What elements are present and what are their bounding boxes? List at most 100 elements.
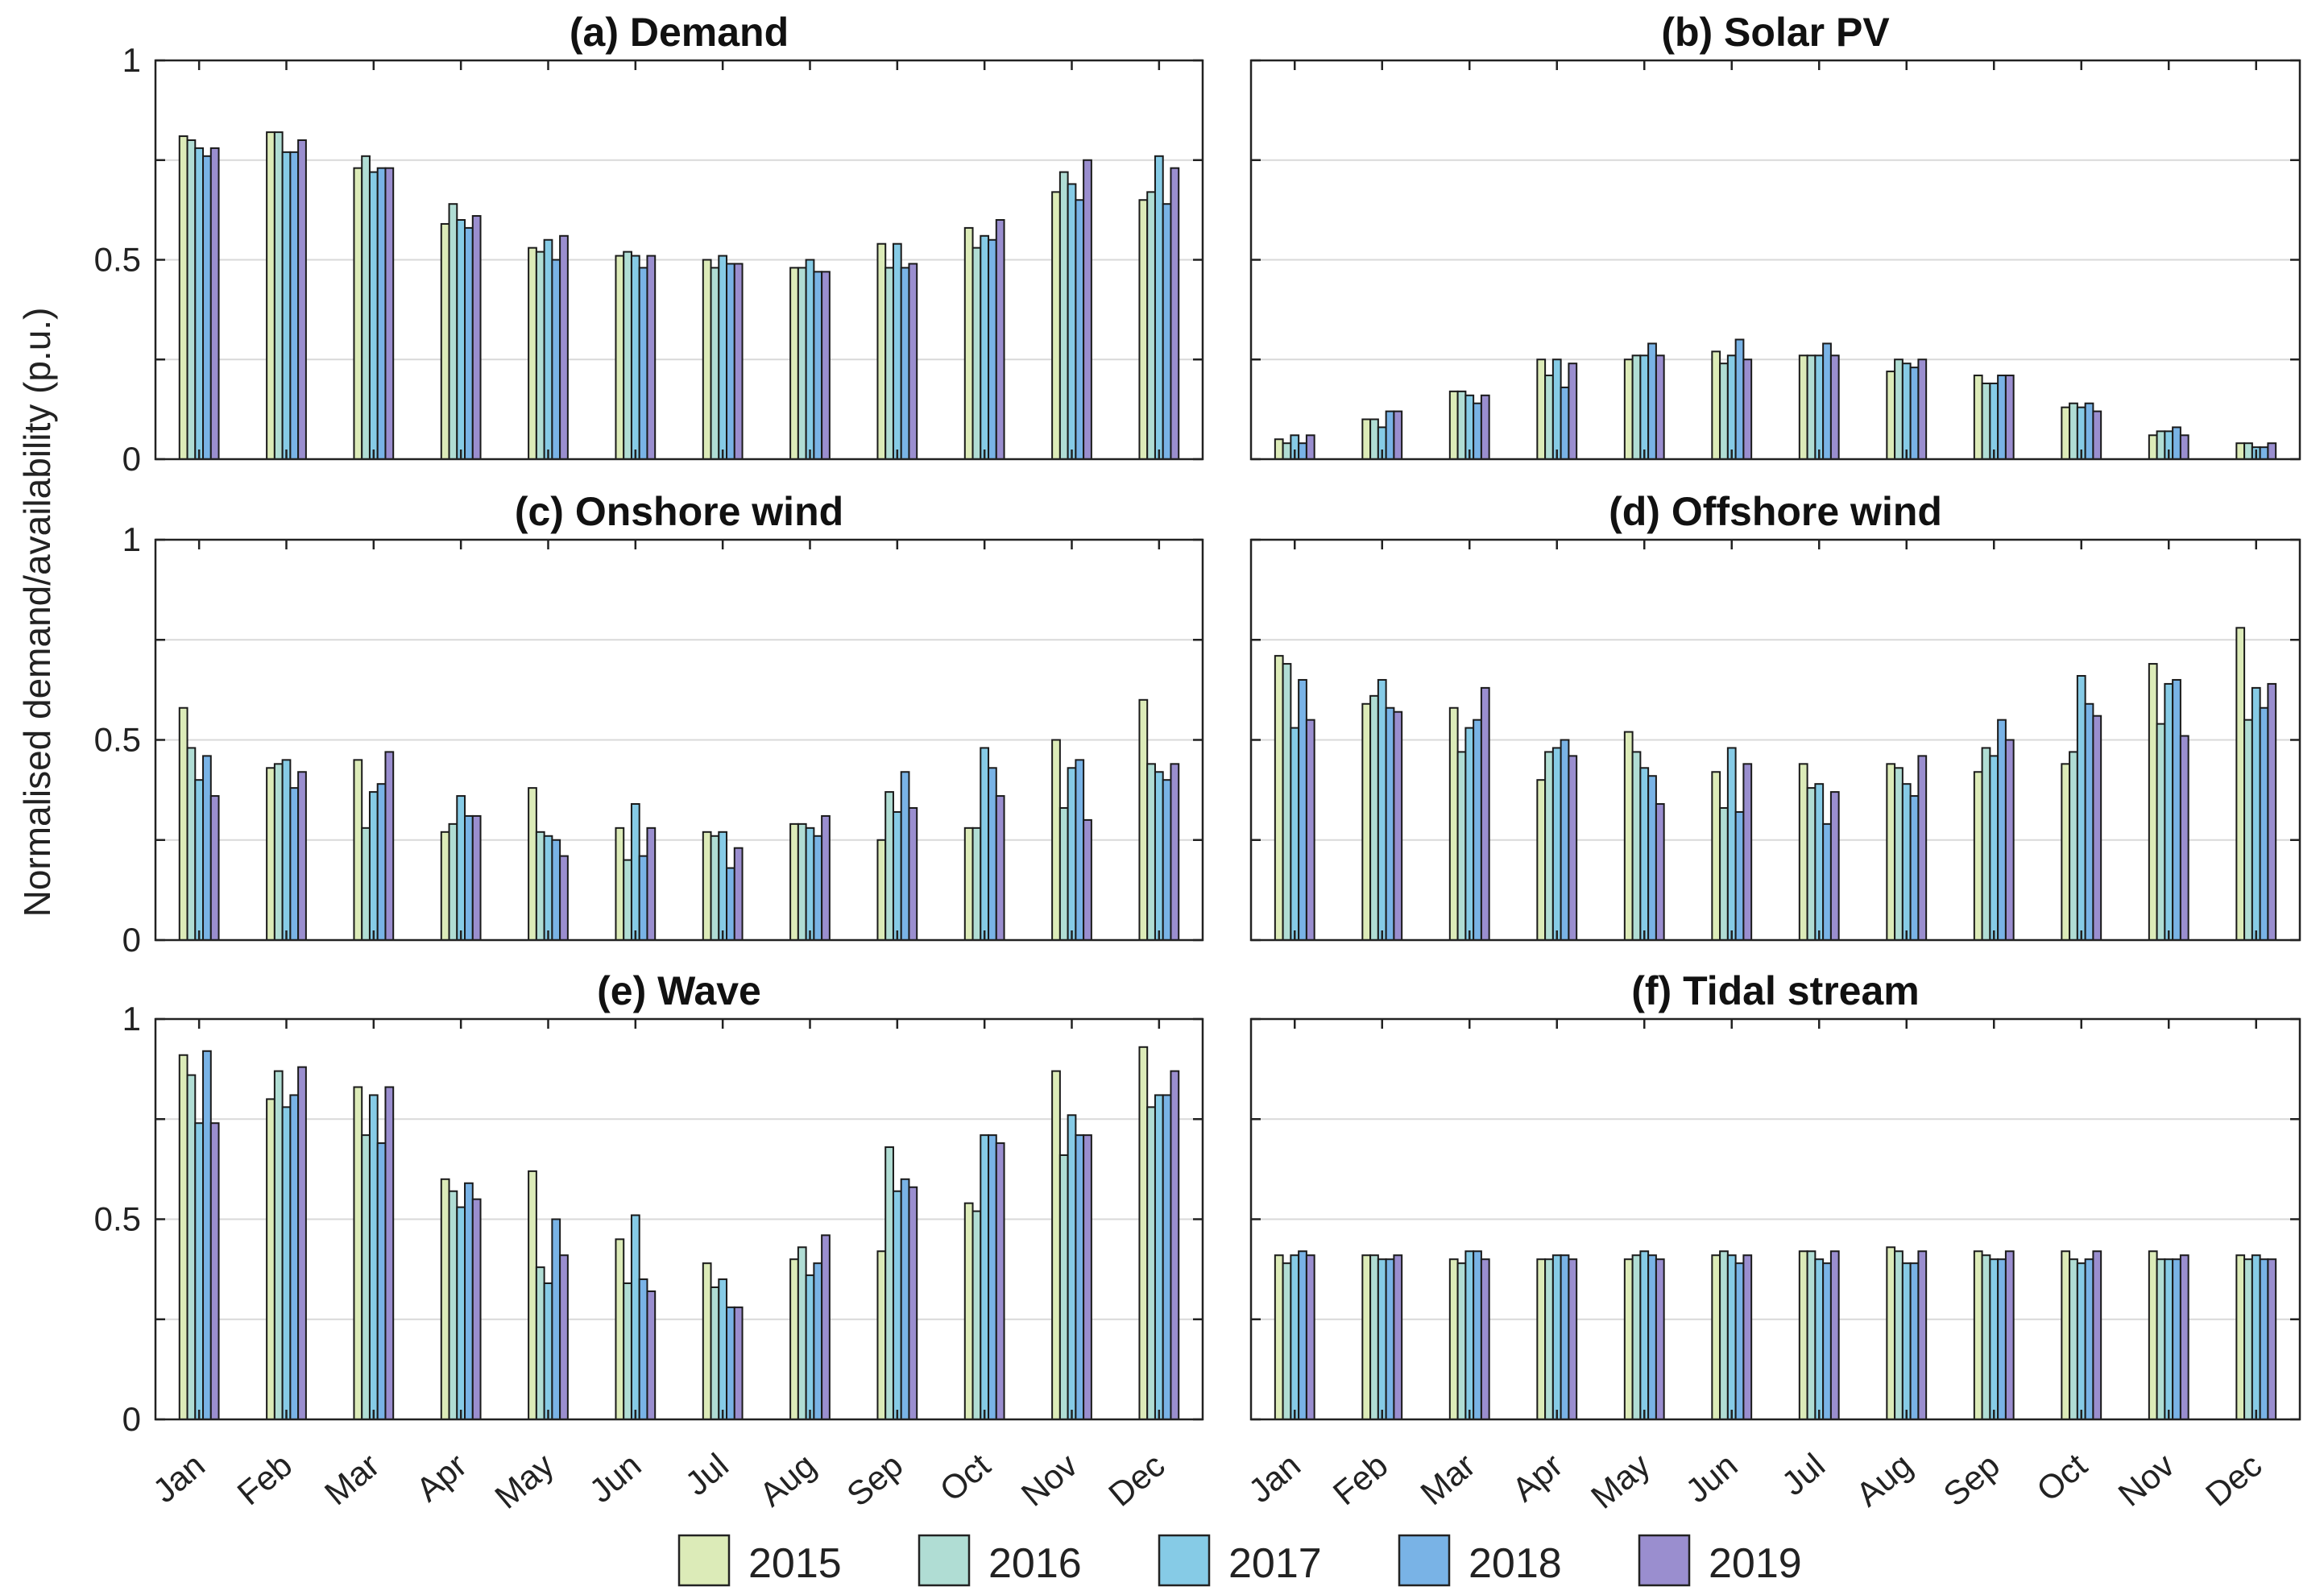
bar-b-dec-2015: [2235, 442, 2246, 461]
bar-e-aug-2016: [797, 1246, 807, 1421]
bar-e-jul-2015: [702, 1262, 712, 1421]
x-tick-label-dec: Dec: [2198, 1446, 2268, 1514]
bar-e-jun-2015: [615, 1238, 625, 1420]
y-tick-label: 0.5: [94, 721, 141, 759]
bar-c-jul-2018: [726, 867, 735, 942]
legend-swatch-2016: [918, 1534, 971, 1587]
subplot-grid: 0 0.5 1 (a) Demand (b) Solar PV 0 0.5 1 (c) Onsh…: [94, 10, 2301, 1516]
bar-e-jan-2016: [186, 1074, 197, 1420]
bar-d-oct-2019: [2092, 715, 2102, 941]
bar-a-sep-2015: [876, 242, 887, 460]
bar-c-apr-2015: [440, 831, 450, 942]
bar-a-jun-2019: [646, 255, 657, 460]
bar-b-jun-2018: [1734, 338, 1745, 460]
bar-c-feb-2016: [273, 763, 284, 941]
bar-a-jan-2015: [178, 135, 188, 461]
panel-f: Jan Feb Mar Apr May Jun Jul Aug Sep Oct Nov Dec (f) …: [1241, 968, 2301, 1516]
bar-a-aug-2019: [821, 271, 831, 460]
bar-b-jul-2016: [1806, 354, 1817, 460]
bar-d-jul-2018: [1822, 822, 1832, 941]
bar-a-jul-2016: [710, 267, 720, 460]
bar-b-nov-2019: [2179, 434, 2189, 460]
bar-c-apr-2019: [471, 814, 482, 941]
bar-c-feb-2019: [297, 771, 307, 942]
bar-e-aug-2018: [813, 1262, 823, 1421]
bar-d-oct-2018: [2084, 702, 2094, 942]
bar-e-oct-2018: [988, 1134, 997, 1420]
bar-d-apr-2015: [1536, 779, 1547, 942]
bar-d-mar-2015: [1448, 706, 1459, 941]
bar-b-mar-2018: [1473, 402, 1482, 461]
panel-title-b: (b) Solar PV: [1661, 10, 1890, 55]
bar-e-sep-2017: [892, 1190, 902, 1420]
bar-b-oct-2019: [2092, 410, 2102, 461]
bar-d-nov-2018: [2172, 678, 2181, 941]
bar-e-jan-2015: [178, 1054, 188, 1420]
y-tick-label: 0: [122, 921, 141, 959]
bar-f-dec-2017: [2251, 1254, 2261, 1420]
bar-b-aug-2019: [1917, 358, 1928, 460]
bar-e-sep-2018: [900, 1178, 910, 1421]
bar-f-apr-2017: [1551, 1254, 1562, 1420]
bar-c-oct-2019: [995, 795, 1005, 942]
bar-d-jan-2016: [1282, 663, 1292, 941]
bar-c-jul-2019: [733, 847, 744, 941]
bar-f-jun-2015: [1711, 1254, 1721, 1420]
bar-f-aug-2019: [1917, 1250, 1928, 1421]
bar-f-nov-2017: [2164, 1258, 2174, 1420]
x-tick-label-feb: Feb: [230, 1446, 300, 1513]
bar-f-dec-2019: [2267, 1258, 2277, 1420]
bar-e-dec-2018: [1162, 1094, 1172, 1421]
bar-a-jul-2019: [733, 263, 744, 461]
bar-a-feb-2016: [273, 131, 284, 460]
bar-f-jul-2017: [1814, 1258, 1825, 1420]
bar-d-may-2016: [1631, 751, 1642, 941]
bar-e-may-2018: [551, 1218, 561, 1420]
bar-e-nov-2015: [1051, 1070, 1061, 1420]
bar-f-dec-2015: [2235, 1254, 2246, 1420]
bar-c-sep-2017: [892, 810, 902, 942]
bar-a-jun-2018: [638, 267, 648, 460]
bar-b-may-2018: [1647, 342, 1657, 461]
bar-d-mar-2019: [1480, 686, 1490, 941]
bar-f-jan-2018: [1298, 1250, 1307, 1421]
bar-d-may-2017: [1639, 767, 1650, 941]
bar-b-oct-2018: [2084, 402, 2094, 461]
bar-c-sep-2019: [908, 806, 918, 941]
bar-d-sep-2017: [1989, 755, 1999, 941]
bar-e-jan-2017: [194, 1122, 205, 1420]
bar-c-jul-2017: [718, 831, 728, 942]
x-tick-label-mar: Mar: [1413, 1446, 1482, 1513]
bar-c-oct-2015: [963, 826, 974, 941]
bar-b-aug-2015: [1886, 371, 1896, 461]
bar-f-feb-2015: [1361, 1254, 1372, 1420]
bar-c-apr-2017: [456, 795, 466, 942]
bar-f-dec-2018: [2259, 1258, 2269, 1420]
x-tick-label-dec: Dec: [1101, 1446, 1171, 1514]
bar-c-oct-2016: [971, 826, 982, 941]
bar-e-dec-2019: [1170, 1070, 1180, 1420]
bar-c-oct-2017: [980, 747, 990, 941]
bar-c-mar-2016: [361, 826, 371, 941]
bar-e-may-2015: [528, 1170, 537, 1420]
bar-d-jun-2017: [1726, 747, 1737, 941]
bar-d-jun-2015: [1711, 771, 1721, 942]
bar-f-jul-2015: [1798, 1250, 1808, 1421]
bar-e-jun-2016: [623, 1282, 632, 1421]
bar-e-jan-2018: [202, 1050, 212, 1420]
bar-b-nov-2015: [2148, 434, 2158, 460]
bar-d-jan-2017: [1290, 727, 1300, 942]
bar-d-mar-2017: [1464, 727, 1475, 942]
bar-f-jan-2015: [1274, 1254, 1284, 1420]
bar-b-may-2019: [1655, 354, 1665, 460]
bar-e-apr-2018: [464, 1182, 474, 1421]
bar-a-feb-2017: [281, 151, 292, 460]
bar-e-sep-2015: [876, 1250, 887, 1421]
bar-c-apr-2018: [464, 814, 474, 941]
bar-d-apr-2016: [1544, 751, 1554, 941]
panel-a: 0 0.5 1 (a) Demand: [94, 10, 1204, 478]
bar-d-feb-2017: [1377, 678, 1387, 941]
bar-f-jun-2016: [1719, 1250, 1729, 1421]
bar-d-aug-2017: [1901, 783, 1912, 941]
